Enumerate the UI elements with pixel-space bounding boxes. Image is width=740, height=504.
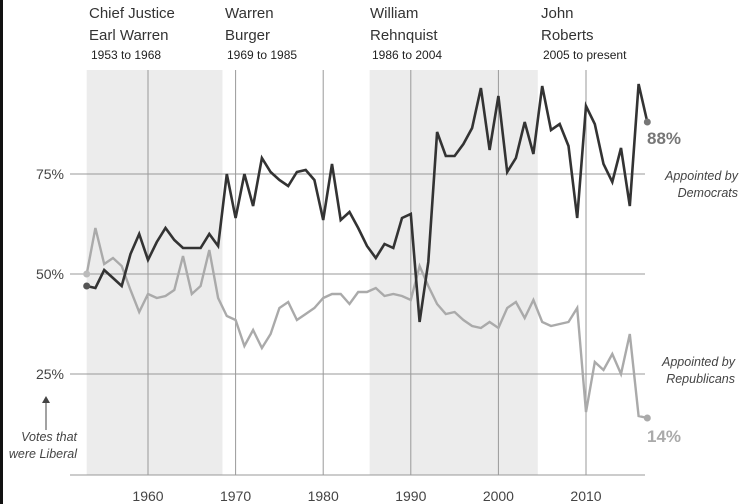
era-title: John [541, 5, 574, 22]
x-tick-label: 1990 [395, 488, 426, 504]
era-period: 1986 to 2004 [372, 48, 442, 62]
x-tick-label: 1980 [308, 488, 339, 504]
series-start-point [83, 270, 91, 278]
era-period: 1953 to 1968 [91, 48, 161, 62]
era-title: Burger [225, 27, 270, 44]
x-tick-label: 2000 [483, 488, 514, 504]
x-tick-label: 1970 [220, 488, 251, 504]
series-line-republicans [85, 227, 648, 420]
left-edge-border [0, 0, 3, 504]
series-label-democrats: Democrats [678, 186, 738, 200]
series-label-republicans: Republicans [666, 372, 735, 386]
era-shade [86, 70, 223, 475]
series-label-democrats: Appointed by [664, 169, 739, 183]
y-tick-label: 75% [36, 166, 64, 182]
series-start-point [83, 282, 91, 290]
end-label-republicans: 14% [647, 427, 681, 446]
arrow-head-icon [42, 396, 50, 403]
era-title: Rehnquist [370, 27, 438, 44]
x-tick-label: 1960 [132, 488, 163, 504]
axis-note: Votes that [21, 430, 77, 444]
series-end-point [643, 118, 651, 126]
series-label-republicans: Appointed by [661, 355, 736, 369]
era-title: Warren [225, 5, 274, 22]
end-label-democrats: 88% [647, 129, 681, 148]
era-title: Earl Warren [89, 27, 168, 44]
y-tick-label: 50% [36, 266, 64, 282]
y-tick-label: 25% [36, 366, 64, 382]
era-title: Chief Justice [89, 5, 175, 22]
era-title: William [370, 5, 418, 22]
era-period: 1969 to 1985 [227, 48, 297, 62]
era-period: 2005 to present [543, 48, 627, 62]
era-title: Roberts [541, 27, 594, 44]
era-shade [369, 70, 538, 475]
series-end-point [643, 414, 651, 422]
x-tick-label: 2010 [570, 488, 601, 504]
axis-note: were Liberal [9, 447, 78, 461]
series-line-democrats [86, 83, 649, 323]
